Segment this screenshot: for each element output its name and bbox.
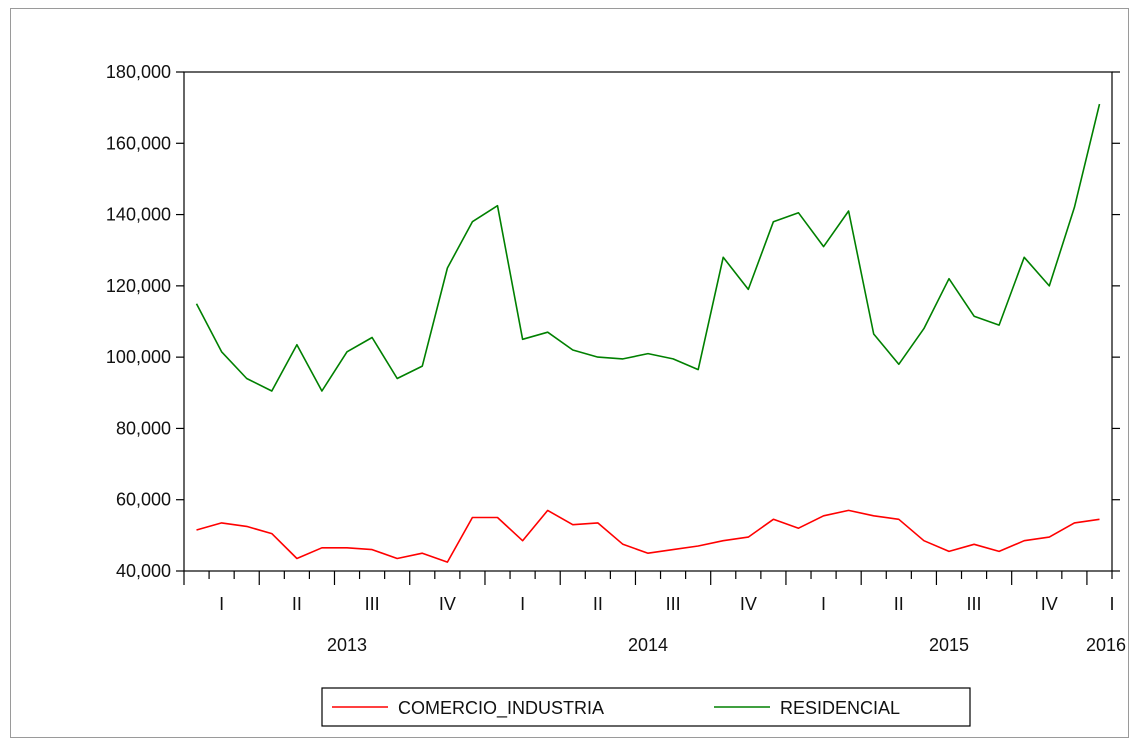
series-line-residencial [195,103,1101,392]
x-quarter-label: I [219,594,224,614]
y-tick-label: 40,000 [116,561,171,581]
x-quarter-label: I [821,594,826,614]
x-quarter-label: IV [1041,594,1058,614]
y-tick-label: 60,000 [116,490,171,510]
legend-label: RESIDENCIAL [780,698,900,718]
y-tick-label: 100,000 [106,347,171,367]
x-quarter-label: III [666,594,681,614]
x-quarter-label: III [967,594,982,614]
y-axis: 40,000 60,000 80,000 100,000 120,000 140,000 1… [106,62,1120,581]
legend-box [321,687,971,727]
x-year-label: 2016 [1086,635,1126,655]
legend-label: COMERCIO_INDUSTRIA [398,698,604,719]
y-tick-label: 80,000 [116,418,171,438]
x-year-label: 2013 [327,635,367,655]
x-quarter-label: I [520,594,525,614]
series-line-comercio-industria [196,509,1100,563]
x-year-label: 2014 [628,635,668,655]
y-tick-label: 140,000 [106,205,171,225]
x-quarter-label: II [292,594,302,614]
y-tick-label: 120,000 [106,276,171,296]
x-quarter-label: III [365,594,380,614]
plot-box [183,71,1113,572]
y-tick-label: 180,000 [106,62,171,82]
legend: COMERCIO_INDUSTRIA RESIDENCIAL [321,687,971,727]
x-quarter-label: IV [740,594,757,614]
chart-frame [10,8,1129,738]
x-year-label: 2015 [929,635,969,655]
x-quarter-label: IV [439,594,456,614]
x-quarter-label: I [1109,594,1114,614]
y-tick-label: 160,000 [106,133,171,153]
x-quarter-label: II [593,594,603,614]
x-quarter-label: II [894,594,904,614]
series-layer [195,103,1101,563]
